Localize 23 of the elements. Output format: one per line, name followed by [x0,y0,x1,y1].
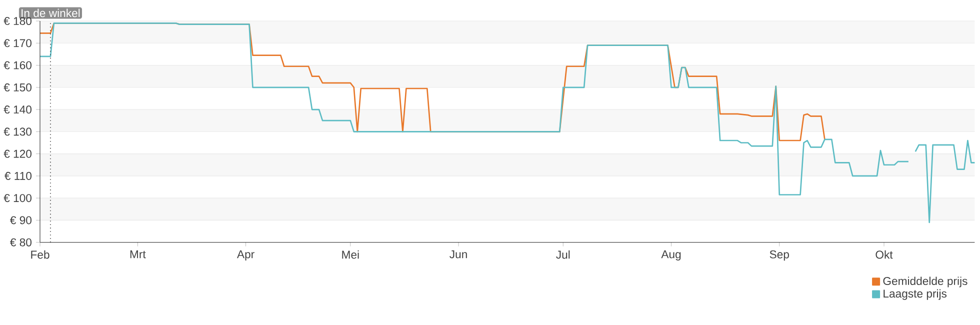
x-tick-label: Okt [876,250,893,259]
y-tick-label: € 120 [4,150,32,158]
y-tick-label: € 100 [4,194,32,202]
x-tick-label: Feb [31,250,50,259]
x-tick-label: Aug [661,250,681,261]
y-tick-label: € 180 [4,16,32,26]
x-tick-label: Mrt [130,250,146,258]
y-tick-label: € 110 [4,172,32,180]
ref-line-label: In de winkel [22,8,80,18]
x-tick-label: Sep [770,250,789,261]
legend-label: Gemiddelde prijs [883,276,968,288]
y-tick-label: € 150 [4,83,32,92]
legend-label: Laagste prijs [884,289,947,300]
y-tick-label: € 130 [4,128,32,136]
y-tick-label: € 170 [4,39,32,48]
y-tick-label: € 160 [4,61,32,70]
x-tick-label: Apr [236,250,254,261]
y-tick-label: € 90 [10,216,32,224]
y-tick-label: € 80 [10,238,32,246]
x-tick-label: Jun [450,250,467,258]
x-tick-label: Mei [342,250,359,259]
x-tick-label: Jul [556,250,570,259]
y-tick-label: € 140 [4,106,32,114]
